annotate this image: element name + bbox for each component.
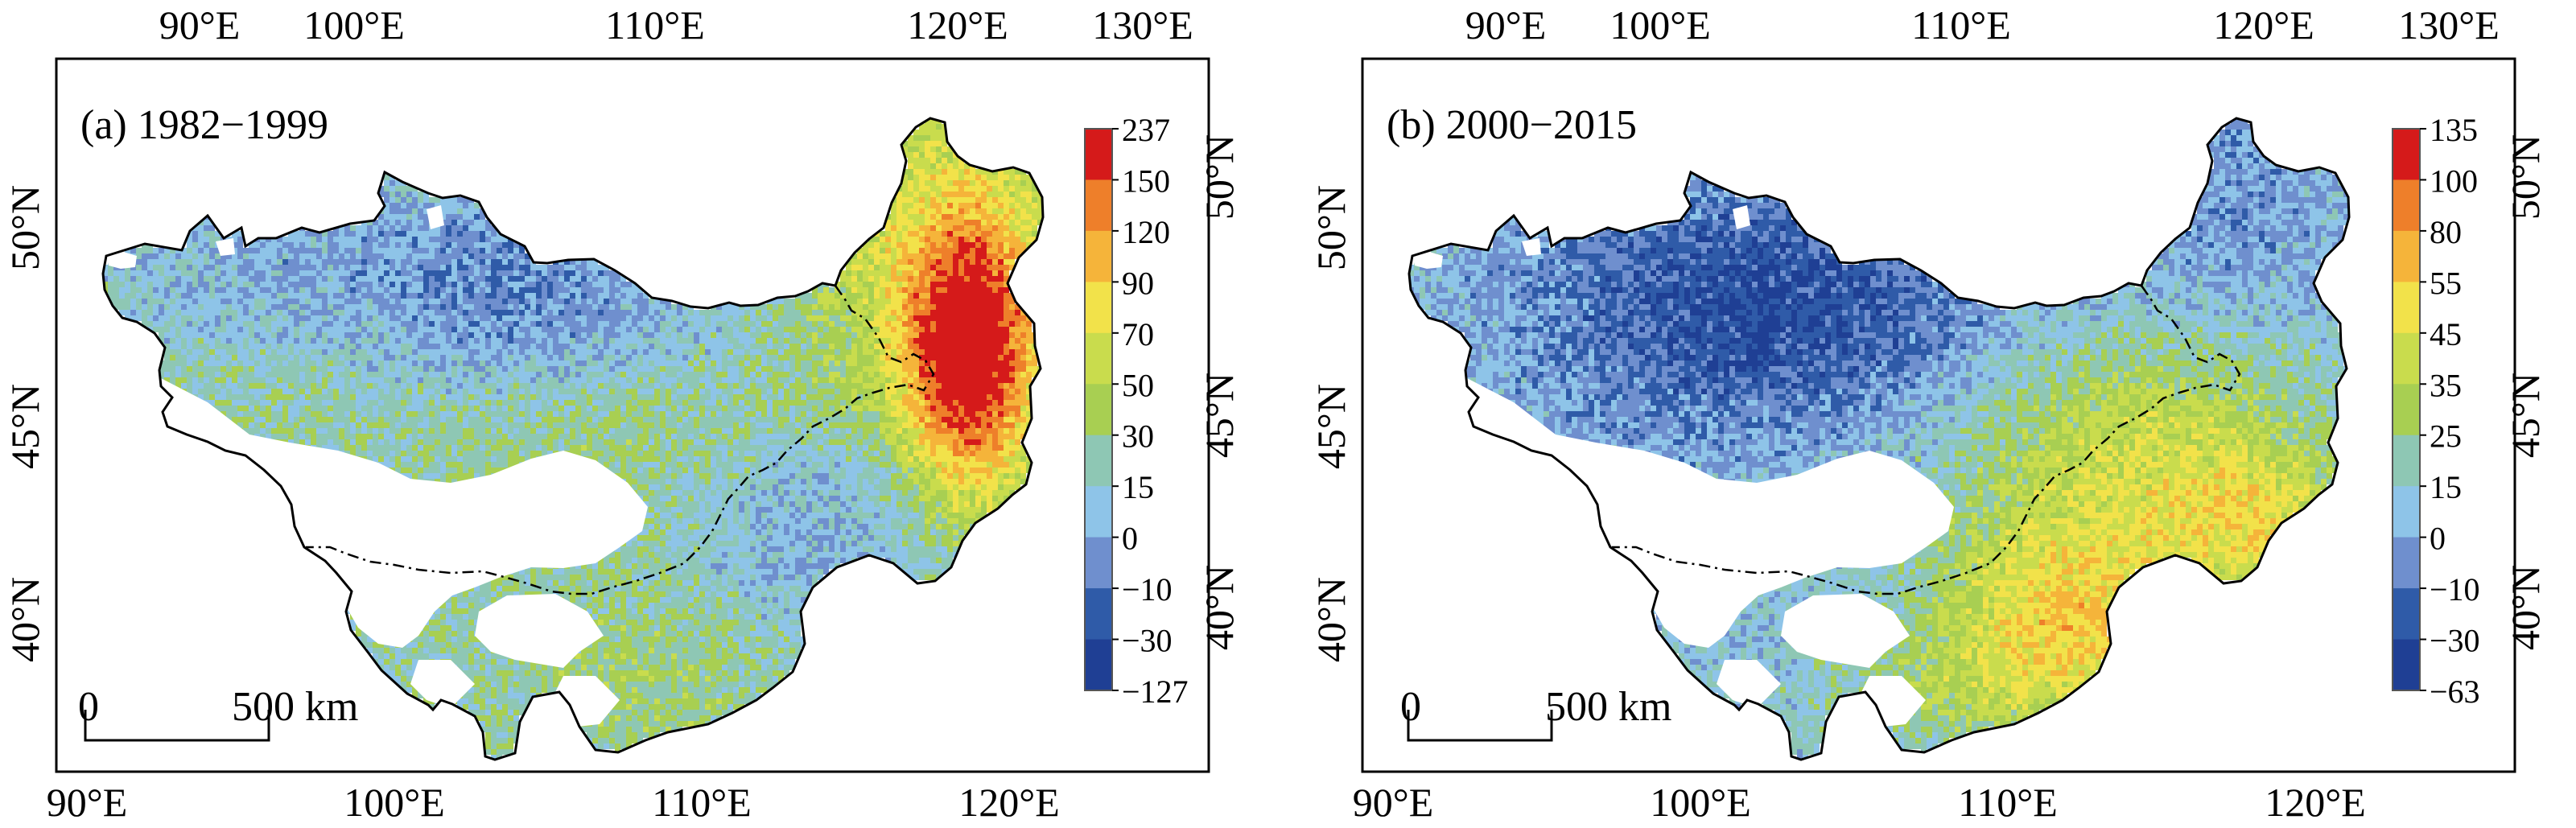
lat-label-right: 50°N (1197, 134, 1242, 220)
map-panel-b: (b) 2000−2015 135 100 80 55 45 35 25 15 0 −10 −30 −… (1309, 2, 2548, 825)
scale-end-a: 500 km (232, 684, 358, 730)
legend-b-label: 35 (2430, 367, 2462, 403)
legend-a-label: 90 (1122, 265, 1154, 301)
legend-a-label: −30 (1122, 623, 1173, 659)
legend-a-swatch (1085, 282, 1112, 334)
legend-a-swatch (1085, 639, 1112, 691)
legend-a-swatch (1085, 588, 1112, 641)
legend-b-label: 45 (2430, 316, 2462, 352)
region-outline-a (101, 117, 1045, 761)
lon-label-top: 130°E (1092, 2, 1193, 47)
lat-label-left: 45°N (2, 384, 47, 469)
legend-a-swatch (1085, 230, 1112, 282)
panel-title-a: (a) 1982−1999 (80, 102, 328, 148)
lat-label-right: 40°N (2503, 565, 2548, 650)
scale-bar-b: 0 500 km (1400, 684, 1671, 742)
no-data-area-a (106, 205, 648, 728)
legend-a-swatch (1085, 332, 1112, 385)
legend-b-swatch (2393, 129, 2420, 180)
lon-label-bottom: 90°E (47, 780, 128, 825)
legend-a-label: 0 (1122, 521, 1138, 557)
legend-a-swatch (1085, 537, 1112, 589)
internal-boundary-a (306, 285, 935, 595)
legend-a-swatch (1085, 129, 1112, 180)
region-outline-b (1408, 117, 2351, 761)
lon-label-bottom: 120°E (958, 780, 1060, 825)
legend-a-label: 70 (1122, 316, 1154, 352)
legend-b-swatch (2393, 486, 2420, 538)
legend-a-label: 30 (1122, 418, 1154, 455)
legend-a-label: −10 (1122, 571, 1173, 608)
legend-a-label: 15 (1122, 469, 1154, 505)
lon-label-bottom: 120°E (2265, 780, 2366, 825)
scale-end-b: 500 km (1545, 684, 1671, 730)
legend-a-label: 50 (1122, 367, 1154, 403)
legend-b-swatch (2393, 332, 2420, 385)
legend-a-label: −127 (1122, 674, 1189, 710)
legend-b-swatch (2393, 435, 2420, 487)
legend-b-swatch (2393, 588, 2420, 641)
lon-label-top: 120°E (2213, 2, 2314, 47)
panel-title-b: (b) 2000−2015 (1387, 102, 1637, 148)
legend-b-label: 55 (2430, 265, 2462, 301)
legend-a-swatch (1085, 486, 1112, 538)
legend-a-swatch (1085, 179, 1112, 232)
lat-label-left: 40°N (2, 577, 47, 662)
lat-label-right: 40°N (1197, 565, 1242, 650)
legend-a-swatch (1085, 435, 1112, 487)
legend-b-label: 0 (2430, 521, 2446, 557)
lon-label-bottom: 110°E (1958, 780, 2058, 825)
lat-label-left: 50°N (2, 185, 47, 270)
map-panel-a: (a) 1982−1999 23715012090705030150−10−30… (2, 2, 1242, 825)
scale-bar-a: 0 500 km (78, 684, 358, 742)
scale-start-b: 0 (1400, 684, 1421, 730)
legend-b-label: −30 (2430, 623, 2480, 659)
legend-b-swatch (2393, 537, 2420, 589)
legend-a-label: 150 (1122, 163, 1170, 199)
lon-label-bottom: 100°E (344, 780, 445, 825)
lat-label-left: 40°N (1309, 577, 1354, 662)
lon-label-bottom: 90°E (1353, 780, 1434, 825)
axis-labels-a: 90°E 100°E 110°E 120°E 90°E 100°E 110°E 120°E 13… (2, 2, 1242, 825)
lon-label-top: 110°E (605, 2, 705, 47)
internal-boundary-b (1612, 285, 2241, 595)
lon-label-top: 100°E (1609, 2, 1711, 47)
legend-b-label: −63 (2430, 674, 2480, 710)
lat-label-right: 50°N (2503, 134, 2548, 220)
lon-label-top: 130°E (2398, 2, 2500, 47)
legend-a-swatch (1085, 384, 1112, 436)
lat-label-left: 45°N (1309, 384, 1354, 469)
axis-labels-b: 90°E 100°E 110°E 120°E 90°E 100°E 110°E 120°E 13… (1309, 2, 2548, 825)
legend-a-label: 237 (1122, 112, 1170, 148)
lon-label-bottom: 110°E (652, 780, 752, 825)
legend-b-label: 100 (2430, 163, 2478, 199)
lon-label-top: 100°E (303, 2, 405, 47)
lat-label-right: 45°N (1197, 373, 1242, 458)
legend-b-label: −10 (2430, 571, 2480, 608)
legend-b-label: 15 (2430, 469, 2462, 505)
legend-a-label: 120 (1122, 214, 1170, 250)
legend-b-swatch (2393, 639, 2420, 691)
lon-label-top: 90°E (1465, 2, 1547, 47)
legend-b-swatch (2393, 230, 2420, 282)
lat-label-right: 45°N (2503, 373, 2548, 458)
lat-label-left: 50°N (1309, 185, 1354, 270)
legend-b: 135 100 80 55 45 35 25 15 0 −10 −30 −63 (2392, 112, 2480, 710)
legend-b-swatch (2393, 282, 2420, 334)
map-raster-a (103, 118, 1043, 760)
lon-label-top: 90°E (159, 2, 241, 47)
legend-b-label: 80 (2430, 214, 2462, 250)
legend-b-label: 135 (2430, 112, 2478, 148)
legend-b-label: 25 (2430, 418, 2462, 455)
no-data-area-b (1412, 205, 1954, 728)
lon-label-top: 110°E (1911, 2, 2011, 47)
scale-start-a: 0 (78, 684, 99, 730)
legend-b-swatch (2393, 384, 2420, 436)
lon-label-top: 120°E (907, 2, 1008, 47)
lon-label-bottom: 100°E (1650, 780, 1751, 825)
legend-b-swatch (2393, 179, 2420, 232)
